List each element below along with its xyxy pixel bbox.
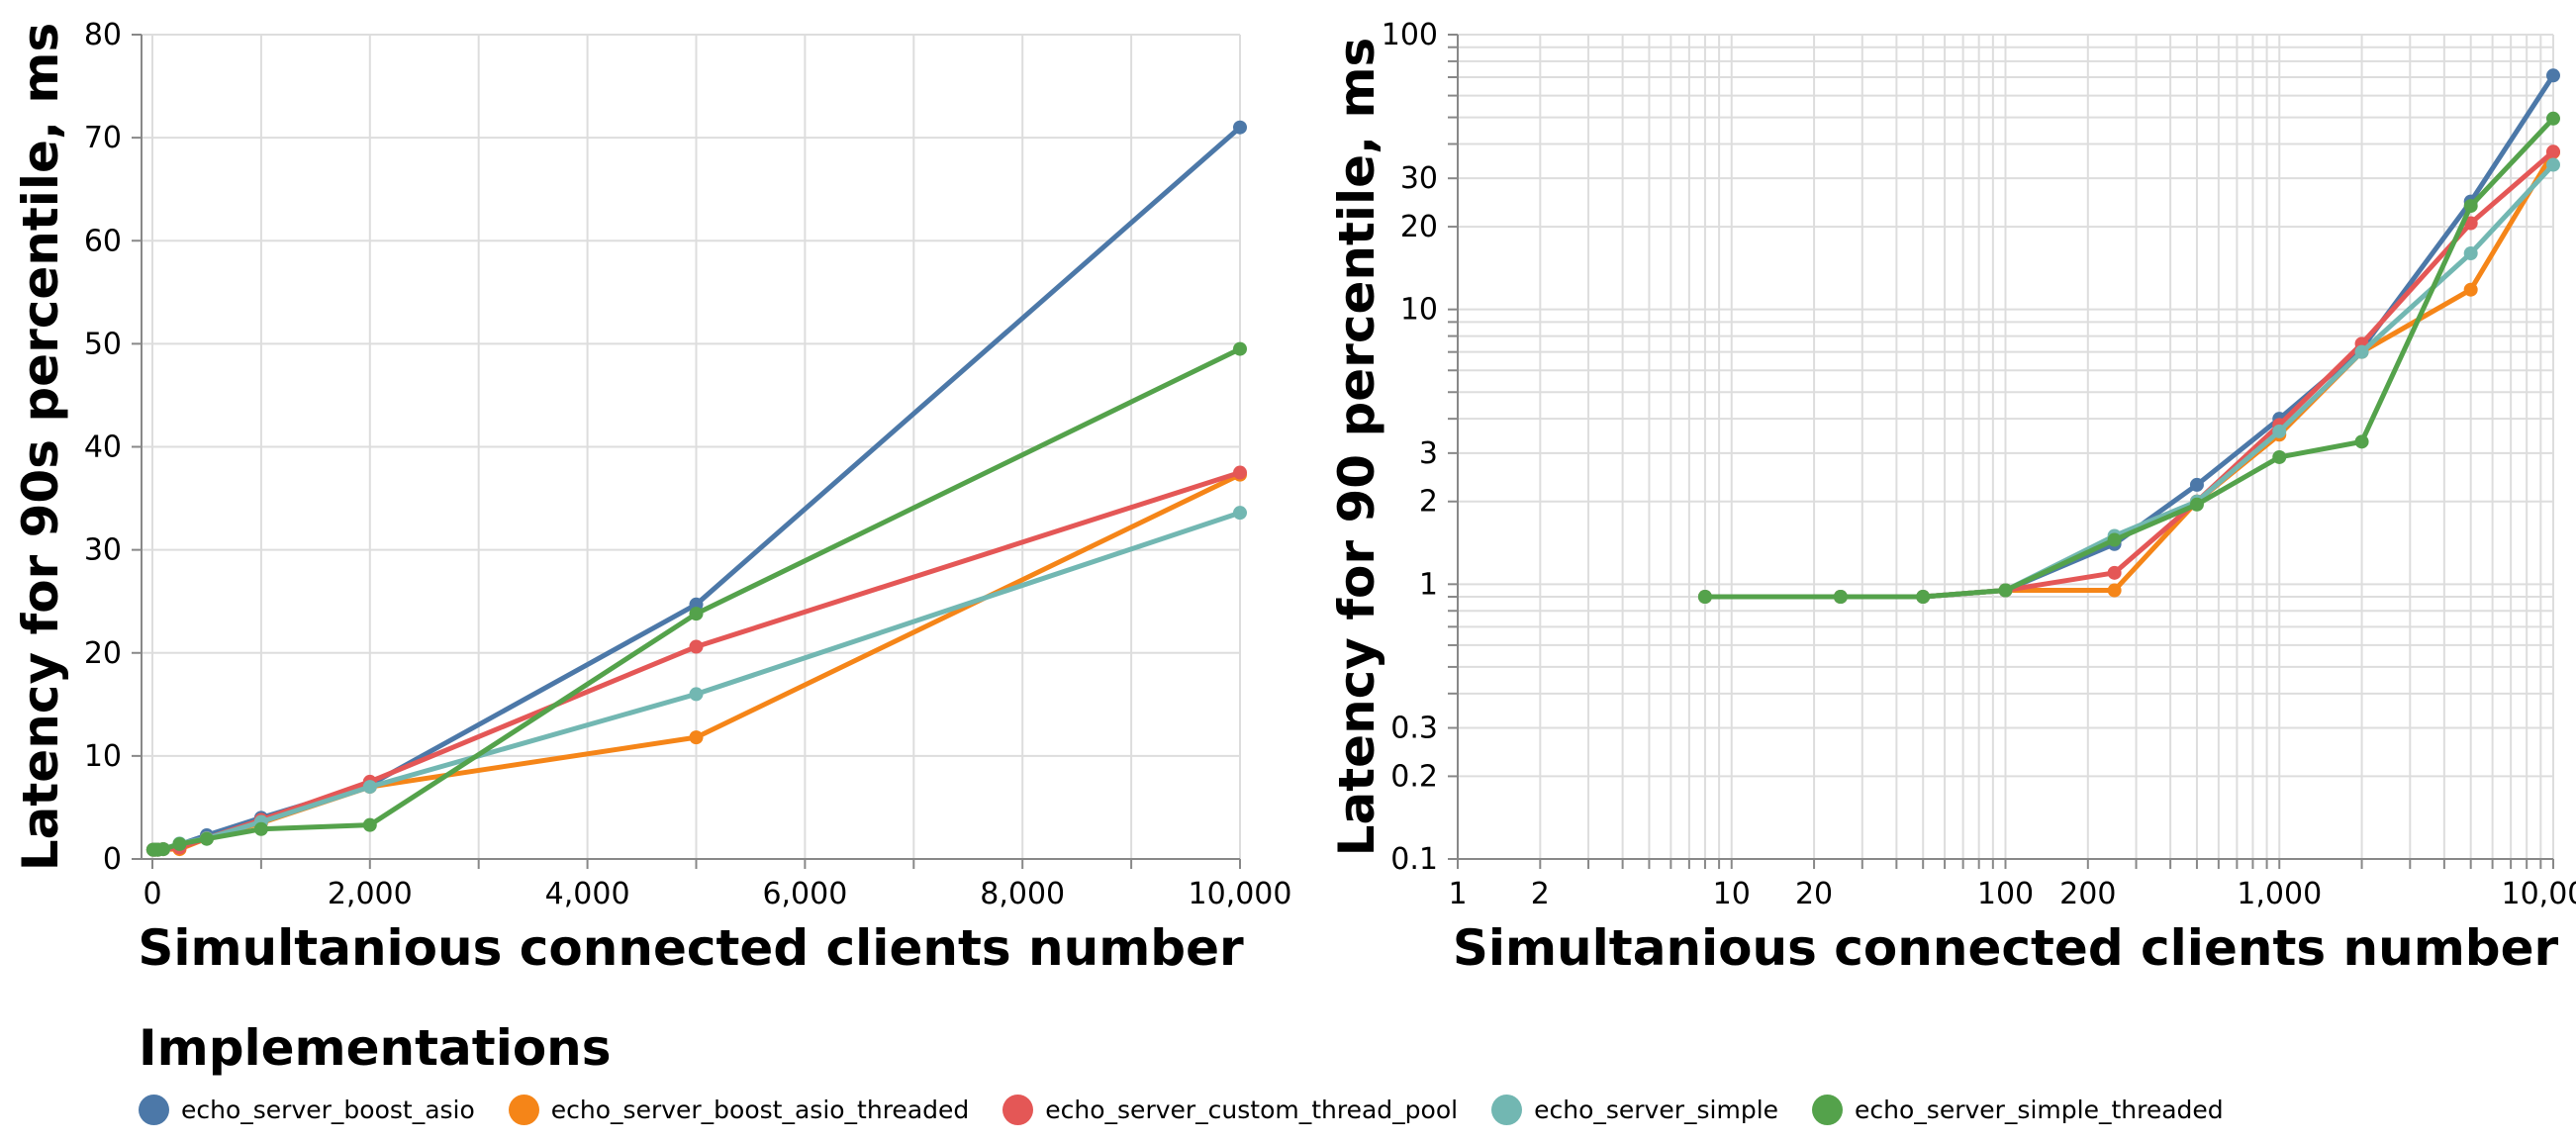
y-tick-label: 0.3 xyxy=(1390,712,1438,746)
data-point-echo-server-simple-threaded xyxy=(1916,590,1931,605)
data-point-echo-server-simple xyxy=(362,780,377,795)
y-axis-title: Latency for 90s percentile, ms xyxy=(12,23,69,871)
x-axis-title: Simultanious connected clients number xyxy=(138,919,1244,977)
plot-panel-1: 0 2,000 4,000 6,000 8,000 10,000 0 10 20 30 40 50 60… xyxy=(12,18,1291,977)
x-tick-label: 200 xyxy=(2059,877,2116,911)
x-tick-label: 100 xyxy=(1977,877,2034,911)
data-point-echo-server-custom-thread-pool xyxy=(1233,465,1247,480)
y-tick-label: 3 xyxy=(1419,436,1438,471)
y-tick-label: 40 xyxy=(84,430,122,465)
data-point-echo-server-simple-threaded xyxy=(1697,590,1712,605)
legend-swatch-boost-asio xyxy=(139,1095,169,1125)
data-point-echo-server-boost-asio xyxy=(1233,120,1247,135)
legend-label-boost-asio: echo_server_boost_asio xyxy=(181,1096,475,1124)
data-point-echo-server-simple-threaded xyxy=(1998,583,2013,598)
legend-label-simple: echo_server_simple xyxy=(1534,1096,1779,1124)
data-point-echo-server-simple-threaded xyxy=(2354,434,2369,449)
data-point-echo-server-simple-threaded xyxy=(2107,532,2122,547)
data-point-echo-server-simple-threaded xyxy=(155,842,170,857)
data-point-echo-server-simple-threaded xyxy=(172,836,187,851)
data-point-echo-server-simple-threaded xyxy=(2546,111,2560,126)
y-tick-label: 1 xyxy=(1419,567,1438,602)
legend-label-simple-threaded: echo_server_simple_threaded xyxy=(1855,1096,2224,1124)
data-point-echo-server-simple-threaded xyxy=(1833,590,1848,605)
x-tick-label: 4,000 xyxy=(545,877,630,911)
x-tick-label: 6,000 xyxy=(762,877,847,911)
y-tick-label: 20 xyxy=(1400,210,1438,244)
legend-swatch-boost-asio-threaded xyxy=(508,1095,539,1125)
data-point-echo-server-simple xyxy=(1233,506,1247,521)
legend-item-boost-asio[interactable]: echo_server_boost_asio xyxy=(139,1095,475,1125)
data-point-echo-server-boost-asio-threaded xyxy=(2463,282,2478,297)
legend-swatch-custom-thread-pool xyxy=(1002,1095,1034,1125)
x-tick-label: 10 xyxy=(1713,877,1751,911)
y-tick-label: 100 xyxy=(1382,18,1438,52)
legend-label-boost-asio-threaded: echo_server_boost_asio_threaded xyxy=(550,1096,970,1124)
data-point-echo-server-custom-thread-pool xyxy=(689,639,704,654)
x-tick-label: 0 xyxy=(143,877,161,911)
x-axis-title: Simultanious connected clients number xyxy=(1453,919,2559,977)
y-tick-label: 0.1 xyxy=(1390,842,1438,877)
data-point-echo-server-boost-asio-threaded xyxy=(2107,583,2122,598)
data-point-echo-server-simple-threaded xyxy=(362,817,377,832)
x-tick-label: 20 xyxy=(1795,877,1833,911)
legend-item-simple-threaded[interactable]: echo_server_simple_threaded xyxy=(1812,1095,2224,1125)
data-point-echo-server-simple xyxy=(2546,157,2560,172)
x-tick-label: 8,000 xyxy=(980,877,1065,911)
data-point-echo-server-simple-threaded xyxy=(1233,341,1247,356)
x-tick-label: 2 xyxy=(1531,877,1550,911)
y-tick-label: 0.2 xyxy=(1390,759,1438,794)
x-tick-label: 1,000 xyxy=(2237,877,2322,911)
data-point-echo-server-simple-threaded xyxy=(253,821,268,836)
legend: Implementations echo_server_boost_asio e… xyxy=(139,1019,2257,1125)
data-point-echo-server-simple xyxy=(689,687,704,702)
data-point-echo-server-simple-threaded xyxy=(199,831,214,846)
y-axis-title: Latency for 90 percentile, ms xyxy=(1328,38,1385,857)
data-point-echo-server-simple-threaded xyxy=(689,607,704,621)
legend-item-custom-thread-pool[interactable]: echo_server_custom_thread_pool xyxy=(1002,1095,1458,1125)
y-tick-label: 10 xyxy=(1400,293,1438,328)
data-point-echo-server-simple-threaded xyxy=(2189,497,2204,512)
legend-item-boost-asio-threaded[interactable]: echo_server_boost_asio_threaded xyxy=(508,1095,970,1125)
y-tick-label: 50 xyxy=(84,327,122,361)
legend-title: Implementations xyxy=(139,1019,612,1077)
data-point-echo-server-custom-thread-pool xyxy=(2463,216,2478,231)
y-tick-label: 60 xyxy=(84,224,122,258)
y-tick-label: 20 xyxy=(84,636,122,671)
x-tick-label: 10,000 xyxy=(2502,877,2576,911)
legend-items: echo_server_boost_asio echo_server_boost… xyxy=(139,1095,2257,1125)
y-tick-label: 0 xyxy=(103,842,122,877)
series-line-echo-server-simple-threaded xyxy=(1704,117,2555,600)
legend-swatch-simple xyxy=(1491,1095,1523,1125)
data-point-echo-server-custom-thread-pool xyxy=(2546,144,2560,159)
data-point-echo-server-simple xyxy=(2354,344,2369,359)
data-point-echo-server-simple-threaded xyxy=(2272,449,2287,464)
data-point-echo-server-custom-thread-pool xyxy=(2107,565,2122,580)
data-point-echo-server-simple xyxy=(2272,424,2287,438)
data-point-echo-server-simple xyxy=(2463,245,2478,260)
legend-swatch-simple-threaded xyxy=(1812,1095,1844,1125)
y-tick-label: 70 xyxy=(84,121,122,155)
x-tick-label: 10,000 xyxy=(1189,877,1292,911)
x-tick-label: 1 xyxy=(1448,877,1467,911)
data-point-echo-server-boost-asio xyxy=(2546,68,2560,83)
y-tick-label: 30 xyxy=(84,533,122,568)
data-point-echo-server-boost-asio xyxy=(2189,477,2204,492)
y-tick-label: 80 xyxy=(84,18,122,52)
x-tick-label: 2,000 xyxy=(328,877,413,911)
data-point-echo-server-simple-threaded xyxy=(2463,199,2478,214)
legend-item-simple[interactable]: echo_server_simple xyxy=(1491,1095,1778,1125)
plot-panel-2: 1 2 10 20 100 200 1,000 10,000 0.1 0.2 0.3 1 2 3 10 20 3… xyxy=(1328,18,2576,977)
y-tick-label: 2 xyxy=(1419,485,1438,520)
y-tick-label: 30 xyxy=(1400,161,1438,196)
y-tick-label: 10 xyxy=(84,739,122,774)
data-point-echo-server-boost-asio-threaded xyxy=(689,730,704,745)
legend-label-custom-thread-pool: echo_server_custom_thread_pool xyxy=(1045,1096,1459,1124)
